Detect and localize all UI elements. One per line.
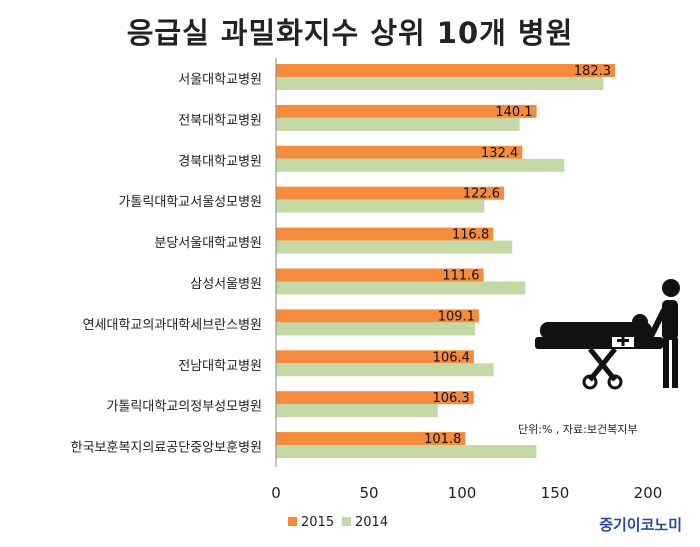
- data-label: 111.6: [442, 269, 479, 284]
- x-tick-label: 150: [541, 484, 570, 502]
- category-label: 가톨릭대학교의정부성모병원: [107, 400, 262, 415]
- chart-title: 응급실 과밀화지수 상위 10개 병원: [126, 16, 574, 50]
- data-label: 122.6: [463, 187, 500, 202]
- bar-2014: [276, 117, 520, 131]
- legend: 2015 2014: [288, 515, 388, 530]
- bar-2015: [276, 64, 616, 77]
- x-tick-label: 0: [271, 484, 281, 502]
- x-tick-label: 200: [634, 484, 663, 502]
- bar-2014: [276, 199, 485, 213]
- category-label: 삼성서울병원: [190, 277, 262, 292]
- bars-group: [276, 64, 616, 459]
- bar-2015: [276, 268, 484, 282]
- data-label: 116.8: [452, 228, 489, 243]
- bar-2014: [276, 363, 494, 377]
- bar-2014: [276, 158, 565, 172]
- bar-2014: [276, 404, 438, 418]
- data-label: 109.1: [438, 309, 475, 324]
- category-label: 경북대학교병원: [178, 154, 262, 169]
- bar-2014: [276, 281, 526, 295]
- category-label: 전남대학교병원: [178, 359, 262, 374]
- data-label: 182.3: [574, 64, 611, 79]
- category-labels: 서울대학교병원전북대학교병원경북대학교병원가톨릭대학교서울성모병원분당서울대학교…: [71, 72, 262, 455]
- x-axis-ticks: 0 50 100 150 200: [271, 484, 662, 502]
- data-label: 101.8: [424, 432, 461, 447]
- stretcher-patient-icon: [535, 279, 680, 390]
- bar-2015: [276, 104, 537, 118]
- bar-2015: [276, 391, 474, 405]
- bar-2014: [276, 240, 513, 254]
- value-labels: 182.3 140.1 132.4 122.6 116.8 111.6 109.1 106.4…: [424, 64, 611, 447]
- category-label: 전북대학교병원: [178, 113, 262, 128]
- bar-2015: [276, 350, 474, 364]
- category-label: 한국보훈복지의료공단중앙보훈병원: [71, 441, 262, 456]
- category-label: 분당서울대학교병원: [154, 236, 262, 251]
- legend-label-2015: 2015: [301, 515, 334, 530]
- bar-2015: [276, 145, 523, 159]
- bar-2015: [276, 186, 505, 200]
- x-tick-label: 100: [448, 484, 477, 502]
- bar-2014: [276, 445, 537, 459]
- category-label: 연세대학교의과대학세브란스병원: [83, 318, 262, 333]
- bar-2014: [276, 322, 476, 336]
- bar-2015: [276, 432, 466, 446]
- legend-swatch-2015: [288, 517, 297, 526]
- data-label: 106.4: [433, 350, 470, 365]
- data-label: 106.3: [432, 391, 469, 406]
- x-tick-label: 50: [359, 484, 378, 502]
- brand-logo: 중기이코노미: [599, 516, 682, 534]
- data-label: 132.4: [481, 146, 518, 161]
- category-label: 서울대학교병원: [178, 72, 262, 87]
- legend-label-2014: 2014: [355, 515, 388, 530]
- legend-swatch-2014: [342, 517, 351, 526]
- bar-2014: [276, 77, 604, 90]
- source-note: 단위:% , 자료:보건복지부: [518, 423, 637, 436]
- category-label: 가톨릭대학교서울성모병원: [118, 195, 262, 210]
- bar-2015: [276, 309, 479, 323]
- bar-2015: [276, 227, 494, 241]
- data-label: 140.1: [495, 105, 532, 120]
